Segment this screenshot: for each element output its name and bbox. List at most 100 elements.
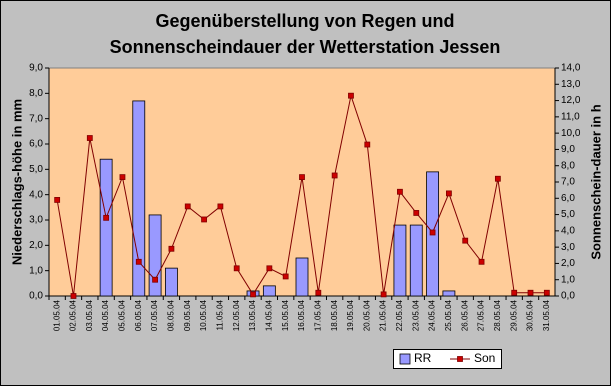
marker: [413, 210, 420, 216]
x-tick-label: 16.05.04: [297, 299, 306, 331]
legend-swatch: [457, 356, 463, 362]
y2-tick-label: 4,0: [561, 225, 575, 236]
marker: [103, 214, 110, 221]
legend-label: Son: [474, 351, 495, 365]
x-tick-label: 23.05.04: [411, 299, 420, 331]
bar: [409, 224, 423, 297]
y2-axis-label: Sonnenschein-dauer in h: [588, 104, 603, 259]
marker: [462, 237, 469, 244]
marker: [527, 289, 534, 296]
y2-tick-label: 12,0: [561, 95, 581, 106]
marker: [364, 141, 371, 148]
marker: [282, 273, 289, 280]
x-tick-label: 15.05.04: [281, 299, 290, 331]
y-tick-label: 6,0: [29, 139, 43, 150]
marker: [299, 174, 305, 181]
y-tick-label: 4,0: [29, 189, 43, 200]
marker: [543, 289, 550, 296]
x-tick-label: 12.05.04: [232, 299, 241, 331]
marker: [478, 258, 485, 265]
y2-tick-label: 5,0: [561, 209, 575, 220]
x-tick-label: 29.05.04: [509, 299, 518, 331]
y2-tick-label: 13,0: [561, 79, 581, 90]
y-axis-label: Niederschlags-höhe in mm: [9, 99, 24, 265]
bar: [99, 158, 113, 297]
marker: [429, 229, 436, 236]
marker: [331, 172, 338, 179]
y-tick-label: 2,0: [29, 240, 43, 251]
y2-tick-label: 10,0: [561, 128, 581, 139]
x-tick-label: 14.05.04: [264, 299, 273, 331]
marker: [446, 190, 452, 197]
y-tick-label: 3,0: [29, 215, 43, 226]
bar: [442, 290, 456, 297]
marker: [152, 276, 158, 283]
x-tick-label: 13.05.04: [248, 299, 257, 331]
x-tick-label: 08.05.04: [167, 299, 176, 331]
marker: [233, 265, 240, 272]
x-tick-label: 20.05.04: [362, 299, 371, 331]
x-tick-label: 30.05.04: [526, 299, 535, 331]
marker: [397, 188, 403, 195]
y-tick-label: 7,0: [29, 113, 43, 124]
bar: [262, 285, 276, 297]
y2-tick-label: 6,0: [561, 193, 575, 204]
bar: [165, 267, 178, 297]
y-tick-label: 9,0: [29, 63, 43, 74]
marker: [348, 92, 354, 99]
y-tick-label: 1,0: [29, 265, 43, 276]
x-tick-label: 22.05.04: [395, 299, 404, 331]
x-tick-label: 24.05.04: [428, 299, 437, 331]
x-tick-label: 11.05.04: [215, 299, 224, 330]
legend-swatch: [399, 353, 411, 365]
x-tick-label: 31.05.04: [542, 299, 551, 331]
marker: [86, 135, 93, 141]
marker: [54, 197, 61, 203]
marker: [184, 203, 191, 210]
marker: [70, 293, 77, 299]
y2-tick-label: 9,0: [561, 144, 575, 155]
y-tick-label: 5,0: [29, 164, 43, 175]
x-tick-label: 28.05.04: [493, 299, 502, 331]
marker: [380, 291, 387, 298]
marker: [315, 289, 322, 296]
chart-title: Gegenüberstellung von Regen und: [155, 11, 454, 31]
marker: [494, 175, 501, 182]
x-tick-label: 02.05.04: [69, 299, 78, 331]
y-tick-label: 0,0: [29, 291, 43, 302]
x-tick-label: 04.05.04: [101, 299, 110, 331]
legend: [393, 349, 502, 369]
legend-label: RR: [414, 351, 432, 365]
y2-tick-label: 8,0: [561, 160, 575, 171]
bar: [148, 214, 162, 297]
x-tick-label: 17.05.04: [313, 299, 322, 331]
marker: [135, 258, 142, 265]
x-tick-label: 03.05.04: [85, 299, 94, 331]
marker: [250, 291, 256, 298]
x-tick-label: 01.05.04: [52, 299, 61, 331]
y2-tick-label: 3,0: [561, 242, 575, 253]
x-tick-label: 10.05.04: [199, 299, 208, 331]
bar: [295, 257, 309, 297]
marker: [168, 245, 175, 252]
x-tick-label: 06.05.04: [134, 299, 143, 331]
x-tick-label: 25.05.04: [444, 299, 453, 331]
chart-title: Sonnenscheindauer der Wetterstation Jess…: [110, 37, 501, 57]
y2-tick-label: 1,0: [561, 274, 575, 285]
x-tick-label: 26.05.04: [460, 299, 469, 331]
x-tick-label: 21.05.04: [379, 299, 388, 331]
marker: [119, 174, 126, 181]
y2-tick-label: 14,0: [561, 63, 581, 74]
marker: [266, 265, 273, 272]
x-tick-label: 05.05.04: [118, 299, 127, 331]
marker: [217, 203, 224, 210]
y2-tick-label: 7,0: [561, 177, 575, 188]
x-tick-label: 07.05.04: [150, 299, 159, 331]
marker: [511, 289, 518, 296]
x-tick-label: 18.05.04: [330, 299, 339, 331]
bar: [393, 224, 407, 297]
marker: [201, 216, 207, 223]
y-tick-label: 8,0: [29, 88, 43, 99]
y2-tick-label: 11,0: [561, 111, 580, 122]
